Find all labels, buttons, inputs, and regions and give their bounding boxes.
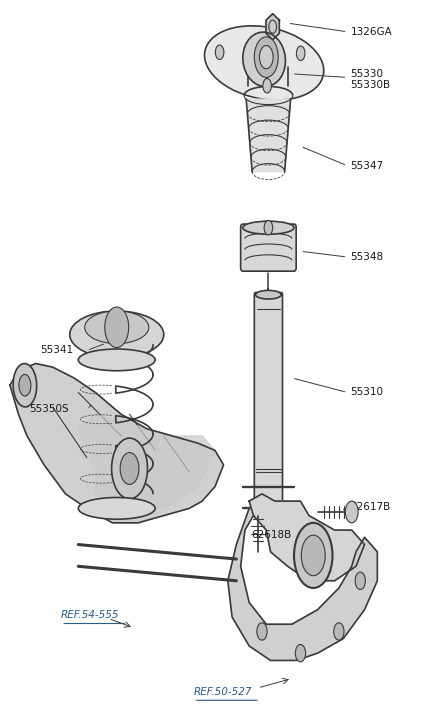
Circle shape <box>112 438 147 499</box>
Text: 55330: 55330 <box>350 69 384 79</box>
Text: 55310: 55310 <box>350 387 384 398</box>
Polygon shape <box>246 99 291 172</box>
Polygon shape <box>78 414 215 508</box>
Polygon shape <box>228 508 378 660</box>
Text: REF.50-527: REF.50-527 <box>194 686 252 696</box>
Circle shape <box>120 453 139 484</box>
Circle shape <box>334 623 344 640</box>
Circle shape <box>263 79 271 93</box>
Circle shape <box>215 45 224 60</box>
Ellipse shape <box>78 497 155 519</box>
Ellipse shape <box>78 349 155 371</box>
Ellipse shape <box>243 221 294 234</box>
Text: 55330B: 55330B <box>350 80 390 89</box>
Circle shape <box>296 46 305 60</box>
Circle shape <box>257 623 267 640</box>
Text: 62617B: 62617B <box>350 502 391 512</box>
Text: 1326GA: 1326GA <box>350 27 392 37</box>
Ellipse shape <box>205 25 324 100</box>
FancyBboxPatch shape <box>254 292 283 518</box>
Circle shape <box>294 523 332 588</box>
Circle shape <box>254 37 278 78</box>
Ellipse shape <box>85 311 149 344</box>
Text: 62618B: 62618B <box>251 530 292 540</box>
Polygon shape <box>249 494 365 581</box>
Text: 55350S: 55350S <box>29 404 69 414</box>
Text: 55341: 55341 <box>40 345 73 356</box>
Circle shape <box>259 46 273 69</box>
FancyBboxPatch shape <box>241 224 296 271</box>
Circle shape <box>295 645 306 662</box>
Text: REF.54-555: REF.54-555 <box>61 610 120 620</box>
Ellipse shape <box>19 374 31 396</box>
Text: 55348: 55348 <box>350 252 384 262</box>
Polygon shape <box>10 364 224 523</box>
Ellipse shape <box>70 311 164 358</box>
Circle shape <box>345 501 358 523</box>
Ellipse shape <box>13 364 37 407</box>
Circle shape <box>355 572 366 590</box>
Ellipse shape <box>243 32 286 87</box>
Ellipse shape <box>255 290 281 299</box>
Polygon shape <box>266 14 280 40</box>
Circle shape <box>301 535 325 576</box>
Circle shape <box>105 307 129 348</box>
Text: 55347: 55347 <box>350 161 384 171</box>
Circle shape <box>264 220 273 235</box>
